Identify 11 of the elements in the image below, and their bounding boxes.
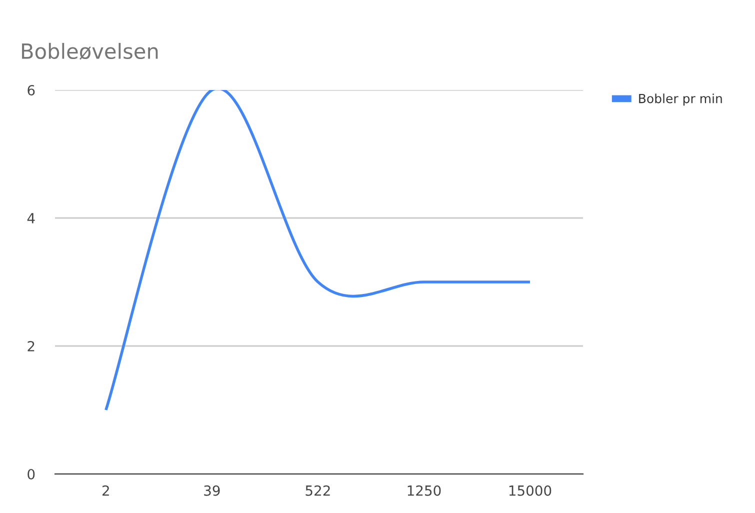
- chart-title: Bobleøvelsen: [22, 42, 158, 60]
- x-tick-label: 2: [102, 485, 109, 496]
- x-tick-label: 39: [204, 485, 220, 496]
- x-tick-label: 15000: [509, 485, 552, 496]
- y-tick-label: 6: [28, 84, 35, 96]
- y-tick-label: 4: [27, 213, 35, 224]
- x-tick-label: 522: [306, 485, 330, 496]
- legend-label: Bobler pr min: [639, 94, 722, 106]
- y-tick-label: 0: [28, 468, 35, 480]
- x-tick-label: 1250: [408, 485, 441, 496]
- y-tick-label: 2: [28, 340, 34, 352]
